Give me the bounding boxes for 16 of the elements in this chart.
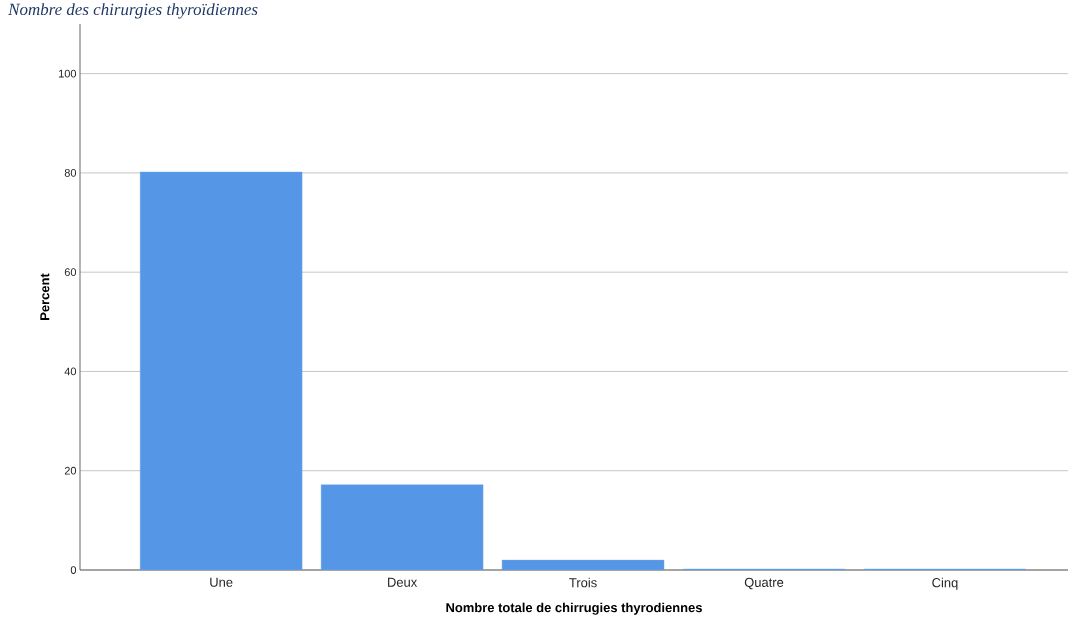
x-tick-label: Deux <box>388 577 418 587</box>
x-axis-title: Nombre totale de chirrugies thyrodiennes <box>446 602 702 615</box>
x-tick-label: Quatre <box>744 577 784 590</box>
y-tick-label: 100 <box>59 69 77 78</box>
x-tick-label: Trois <box>569 577 597 588</box>
bar <box>139 171 303 570</box>
y-tick-label: 0 <box>70 566 77 574</box>
chart-title: Nombre des chirurgies thyroïdiennes <box>8 3 258 19</box>
bar <box>320 484 484 570</box>
y-axis-title: Percent <box>40 273 50 320</box>
y-tick-label: 40 <box>64 367 77 376</box>
x-tick-label: Cinq <box>932 577 958 590</box>
y-tick-label: 80 <box>64 169 77 177</box>
x-tick-label: Une <box>210 577 233 587</box>
y-tick-label: 20 <box>64 466 77 475</box>
y-tick-label: 60 <box>64 268 77 277</box>
